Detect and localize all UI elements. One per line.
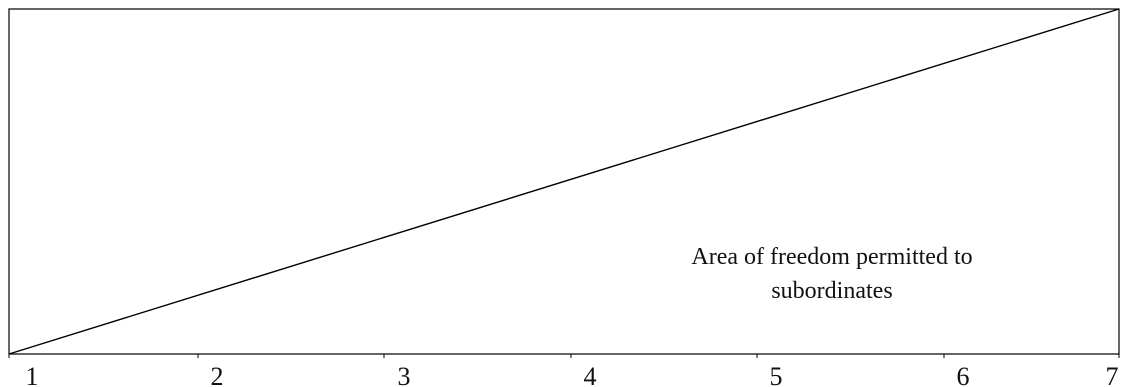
scale-labels: 1 2 3 4 5 6 7: [26, 362, 1119, 387]
scale-ticks: [8, 354, 1120, 358]
diagonal-dividing-line: [8, 8, 1120, 355]
scale-label-4: 4: [584, 362, 597, 387]
scale-label-5: 5: [770, 362, 783, 387]
scale-label-2: 2: [211, 362, 224, 387]
diagram-frame: [8, 8, 1120, 355]
scale-label-7: 7: [1106, 362, 1119, 387]
area-label-line-2: subordinates: [771, 278, 892, 304]
scale-label-3: 3: [398, 362, 411, 387]
scale-label-1: 1: [26, 362, 39, 387]
scale-label-6: 6: [957, 362, 970, 387]
area-label-line-1: Area of freedom permitted to: [691, 244, 972, 270]
